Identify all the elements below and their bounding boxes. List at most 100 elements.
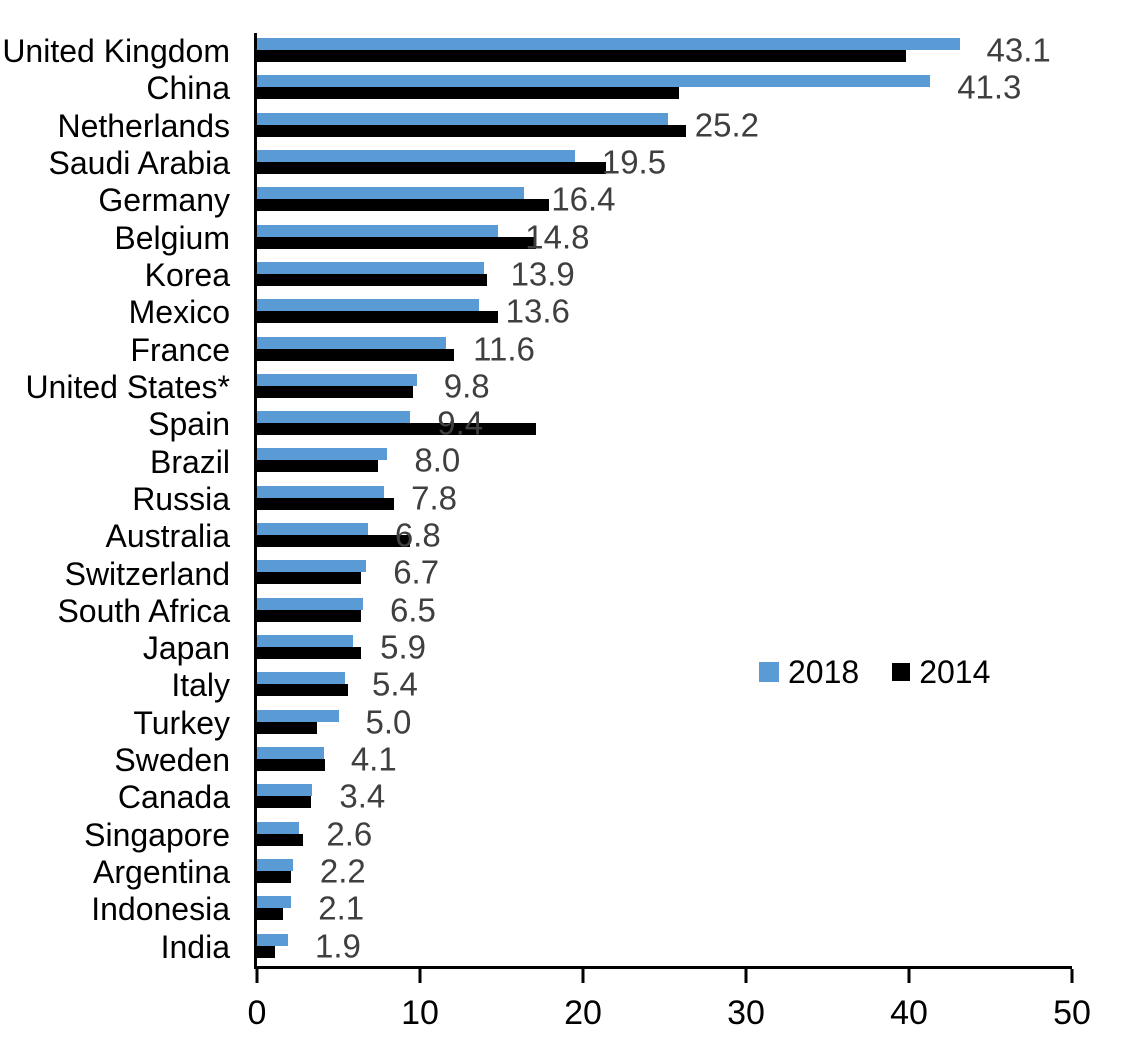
bar-row: 41.3 — [257, 70, 1072, 107]
bar-2014 — [257, 796, 311, 809]
bar-2014 — [257, 684, 349, 697]
bar-2018 — [257, 38, 960, 50]
value-label: 14.8 — [525, 218, 590, 256]
bar-2014 — [257, 161, 606, 174]
category-label: South Africa — [57, 592, 230, 629]
bar-row: 9.4 — [257, 406, 1072, 443]
x-axis-tick-label: 30 — [727, 994, 765, 1032]
bar-row: 5.0 — [257, 705, 1072, 742]
x-axis-tick — [744, 969, 748, 983]
x-axis-tick — [907, 969, 911, 983]
category-label: Switzerland — [64, 555, 230, 592]
value-label: 5.4 — [372, 665, 418, 703]
bar-2014 — [257, 870, 292, 883]
bar-row: 43.1 — [257, 33, 1072, 70]
category-label: Japan — [142, 630, 230, 667]
bar-2018 — [257, 261, 484, 274]
bar-row: 16.4 — [257, 182, 1072, 219]
legend: 2018 2014 — [759, 656, 990, 688]
category-label: Canada — [117, 779, 230, 816]
bar-2014 — [257, 945, 275, 958]
bar-2018 — [257, 672, 346, 685]
value-label: 4.1 — [350, 740, 397, 778]
value-label: 2.6 — [326, 815, 373, 853]
category-label: India — [160, 928, 230, 965]
bar-2014 — [257, 647, 362, 659]
bar-row: 5.9 — [257, 630, 1072, 667]
category-label: United States* — [25, 368, 230, 405]
category-label: Italy — [171, 667, 230, 704]
bar-2018 — [257, 485, 385, 498]
value-label: 16.4 — [551, 180, 616, 218]
value-label: 11.6 — [473, 330, 535, 367]
bar-2018 — [257, 858, 293, 871]
x-axis-tick-label: 20 — [564, 994, 602, 1032]
bar-row: 2.6 — [257, 817, 1072, 854]
bar-row: 13.6 — [257, 294, 1072, 331]
category-label: Brazil — [149, 443, 230, 480]
category-label: Australia — [105, 518, 231, 555]
bar-2018 — [257, 784, 313, 797]
category-label: Sweden — [114, 742, 230, 779]
legend-swatch-2018 — [759, 662, 779, 682]
bar-2014 — [257, 908, 284, 921]
x-axis-tick-label: 0 — [247, 994, 267, 1032]
value-label: 13.9 — [510, 255, 575, 293]
value-label: 5.0 — [365, 703, 412, 741]
category-label: Indonesia — [91, 891, 230, 928]
category-label: Russia — [132, 480, 230, 517]
bar-2018 — [257, 597, 363, 610]
value-label: 9.4 — [437, 404, 484, 442]
value-label: 6.8 — [394, 516, 441, 554]
bar-2014 — [257, 609, 362, 622]
bar-2018 — [257, 896, 292, 909]
category-label: Saudi Arabia — [48, 145, 230, 182]
bar-2014 — [257, 124, 686, 137]
y-axis-category-labels: United Kingdom China Netherlands Saudi Arab… — [0, 33, 230, 966]
bar-2014 — [257, 348, 455, 361]
value-label: 1.9 — [314, 927, 361, 964]
bar-row: 25.2 — [257, 108, 1072, 145]
bar-row: 14.8 — [257, 220, 1072, 257]
plot-area: 43.1 41.3 25.2 19.5 16.4 14.8 13.9 13.6 11.6 9.8 9… — [248, 33, 1091, 1030]
bar-2018 — [257, 821, 300, 834]
value-label: 8.0 — [414, 441, 461, 479]
value-label: 43.1 — [986, 31, 1051, 69]
bar-2018 — [257, 523, 368, 536]
x-axis-tick — [1070, 969, 1074, 983]
x-axis-tick-label: 50 — [1053, 994, 1091, 1032]
bar-row: 11.6 — [257, 332, 1072, 369]
bar-2018 — [257, 560, 367, 573]
x-axis-tick-label: 10 — [401, 994, 439, 1032]
bar-2018 — [257, 411, 411, 424]
category-label: Mexico — [128, 294, 230, 331]
bar-2018 — [257, 448, 388, 461]
category-label: Argentina — [93, 854, 230, 891]
bar-2018 — [257, 373, 417, 386]
x-axis-tick — [418, 969, 422, 983]
category-label: Germany — [98, 182, 230, 219]
x-axis-tick — [255, 969, 259, 983]
bar-row: 2.1 — [257, 891, 1072, 928]
bar-rows: 43.1 41.3 25.2 19.5 16.4 14.8 13.9 13.6 11.6 9.8 9… — [257, 33, 1072, 966]
category-label: United Kingdom — [2, 33, 230, 70]
bar-row: 1.9 — [257, 929, 1072, 966]
category-label: Netherlands — [57, 107, 230, 144]
bar-2018 — [257, 224, 499, 237]
x-axis: 0 10 20 30 40 50 — [248, 33, 1091, 1030]
bar-row: 13.9 — [257, 257, 1072, 294]
value-label: 6.7 — [393, 553, 440, 591]
x-axis-tick-label: 40 — [890, 994, 928, 1032]
legend-swatch-2014 — [892, 663, 911, 681]
bar-2014 — [257, 236, 536, 249]
bar-2014 — [257, 273, 487, 286]
bar-2018 — [257, 299, 479, 312]
bar-row: 6.7 — [257, 555, 1072, 592]
bar-row: 9.8 — [257, 369, 1072, 406]
value-label: 9.8 — [443, 367, 490, 405]
bar-row: 8.0 — [257, 443, 1072, 480]
bar-2014 — [257, 497, 394, 510]
bar-2014 — [257, 535, 411, 548]
bar-2014 — [257, 385, 414, 398]
